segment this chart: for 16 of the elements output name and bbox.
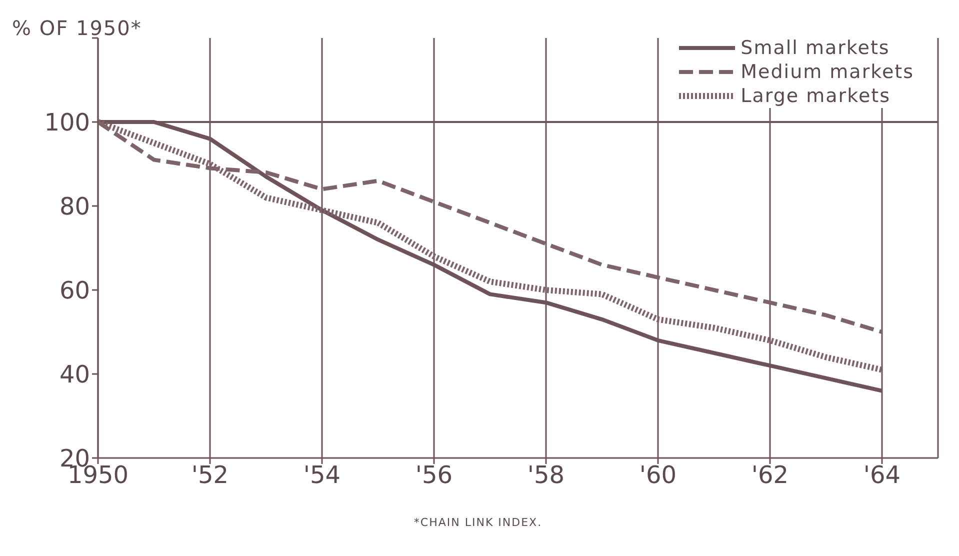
x-tick-label: '56 [415,461,453,490]
x-tick-label: '52 [191,461,229,490]
y-tick-label: 100 [44,108,90,137]
x-tick-label: '64 [863,461,901,490]
x-tick-label: '62 [751,461,789,490]
legend-label: Small markets [740,37,890,59]
x-tick-label: '60 [639,461,677,490]
y-axis-title: % OF 1950* [12,16,142,40]
x-tick-label: '54 [303,461,341,490]
legend-label: Medium markets [740,61,914,83]
y-tick-label: 60 [59,276,90,305]
y-tick-label: 40 [59,360,90,389]
text: *CHAIN LINK INDEX. [412,516,544,529]
y-tick-label: 80 [59,192,90,221]
x-tick-label: '58 [527,461,565,490]
legend-label: Large markets [740,85,890,107]
